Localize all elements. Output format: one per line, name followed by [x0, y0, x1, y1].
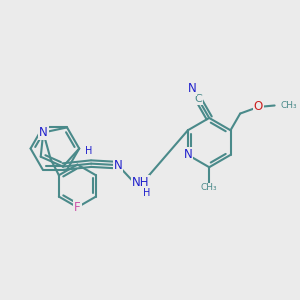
Text: H: H: [143, 188, 150, 198]
Text: H: H: [85, 146, 92, 156]
Text: O: O: [254, 100, 263, 113]
Text: F: F: [74, 201, 81, 214]
Text: CH₃: CH₃: [280, 101, 297, 110]
Text: N: N: [39, 126, 48, 139]
Text: N: N: [188, 82, 197, 95]
Text: NH: NH: [132, 176, 149, 188]
Text: N: N: [113, 159, 122, 172]
Text: CH₃: CH₃: [201, 184, 217, 193]
Text: N: N: [184, 148, 192, 161]
Text: C: C: [194, 94, 202, 104]
